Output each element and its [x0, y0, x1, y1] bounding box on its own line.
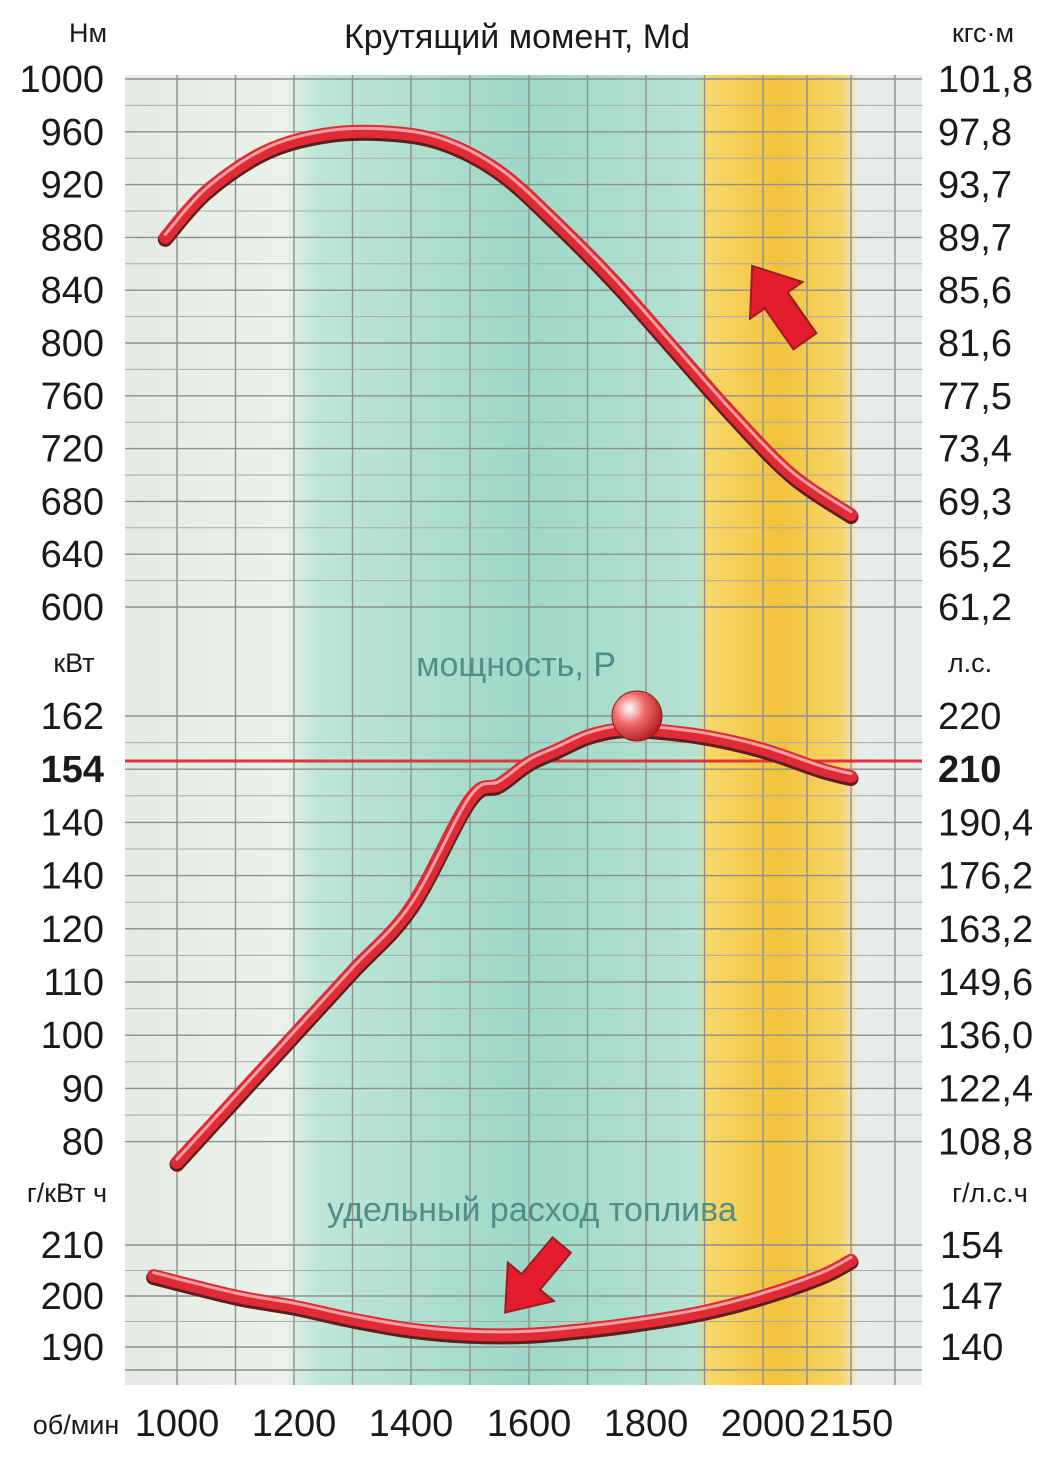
torque-left-tick: 960 [41, 112, 104, 154]
power-left-tick: 90 [62, 1068, 104, 1110]
power-right-tick: 176,2 [938, 856, 1033, 898]
power-left-unit: кВт [53, 648, 94, 678]
torque-left-tick: 760 [41, 376, 104, 418]
torque-left-tick: 720 [41, 429, 104, 471]
torque-left-tick: 640 [41, 534, 104, 576]
power-right-tick: 122,4 [938, 1068, 1033, 1110]
power-left-tick: 100 [41, 1015, 104, 1057]
plot-background [125, 75, 922, 1385]
power-right-tick: 210 [938, 749, 1001, 791]
x-tick-label: 1000 [135, 1403, 220, 1445]
fuel-right-unit: г/л.с.ч [952, 1178, 1028, 1208]
torque-left-tick: 880 [41, 217, 104, 259]
torque-left-tick: 920 [41, 165, 104, 207]
power-left-tick: 140 [41, 856, 104, 898]
x-tick-label: 1400 [369, 1403, 454, 1445]
curve-line [158, 124, 858, 522]
x-axis-label: об/мин [33, 1410, 120, 1440]
curve-highlight [163, 126, 853, 514]
torque-right-unit: кгс·м [952, 18, 1014, 48]
power-title: мощность, Р [416, 646, 616, 684]
fuel-title: удельный расход топлива [327, 1191, 737, 1229]
fuel-left-tick: 190 [41, 1327, 104, 1369]
x-tick-label: 1800 [604, 1403, 689, 1445]
power-right-tick: 136,0 [938, 1015, 1033, 1057]
power-right-unit: л.с. [948, 648, 992, 678]
fuel-left-tick: 210 [41, 1225, 104, 1267]
fuel-left-unit: г/кВт ч [27, 1178, 107, 1208]
torque-left-tick: 680 [41, 481, 104, 523]
x-tick-label: 1600 [487, 1403, 572, 1445]
torque-right-tick: 97,8 [938, 112, 1012, 154]
x-tick-label: 1200 [252, 1403, 337, 1445]
power-left-tick: 80 [62, 1122, 104, 1164]
torque-left-tick: 1000 [19, 59, 104, 101]
torque-left-tick: 800 [41, 323, 104, 365]
torque-right-tick: 69,3 [938, 481, 1012, 523]
curve-highlight [175, 723, 853, 1161]
torque-right-tick: 93,7 [938, 165, 1012, 207]
torque-left-tick: 600 [41, 587, 104, 629]
curve-line [170, 721, 858, 1169]
fuel-left-tick: 200 [41, 1276, 104, 1318]
torque-right-tick: 101,8 [938, 59, 1033, 101]
torque-right-tick: 61,2 [938, 587, 1012, 629]
torque-right-tick: 81,6 [938, 323, 1012, 365]
x-tick-label: 2000 [721, 1403, 806, 1445]
power-right-tick: 108,8 [938, 1122, 1033, 1164]
power-left-tick: 110 [43, 962, 104, 1004]
fuel-arrow-icon [504, 1235, 573, 1314]
torque-right-tick: 73,4 [938, 429, 1012, 471]
torque-arrow-icon [748, 264, 818, 351]
power-curve [169, 721, 859, 1172]
torque-left-unit: Нм [69, 18, 107, 48]
power-left-tick: 162 [41, 696, 104, 738]
torque-curve [157, 124, 859, 525]
power-left-tick: 140 [41, 802, 104, 844]
power-right-tick: 163,2 [938, 909, 1033, 951]
power-left-tick: 120 [41, 909, 104, 951]
power-right-tick: 220 [938, 696, 1001, 738]
fuel-right-tick: 154 [940, 1225, 1003, 1267]
fuel-consumption-curve [146, 1253, 859, 1345]
peak-power-marker [611, 690, 663, 742]
power-right-tick: 190,4 [938, 802, 1033, 844]
curve-line [147, 1253, 858, 1342]
fuel-right-tick: 147 [940, 1276, 1003, 1318]
tick-labels: 1000 960 920 880 840 800 760 720 680 640 600 101,8 9… [19, 59, 1033, 1445]
fuel-right-tick: 140 [940, 1327, 1003, 1369]
power-left-tick: 154 [41, 749, 104, 791]
torque-right-tick: 89,7 [938, 217, 1012, 259]
power-right-tick: 149,6 [938, 962, 1033, 1004]
torque-right-tick: 85,6 [938, 270, 1012, 312]
torque-title: Крутящий момент, Md [344, 18, 690, 56]
torque-right-tick: 65,2 [938, 534, 1012, 576]
torque-left-tick: 840 [41, 270, 104, 312]
torque-right-tick: 77,5 [938, 376, 1012, 418]
x-tick-label: 2150 [809, 1403, 894, 1445]
curve-highlight [152, 1255, 853, 1334]
